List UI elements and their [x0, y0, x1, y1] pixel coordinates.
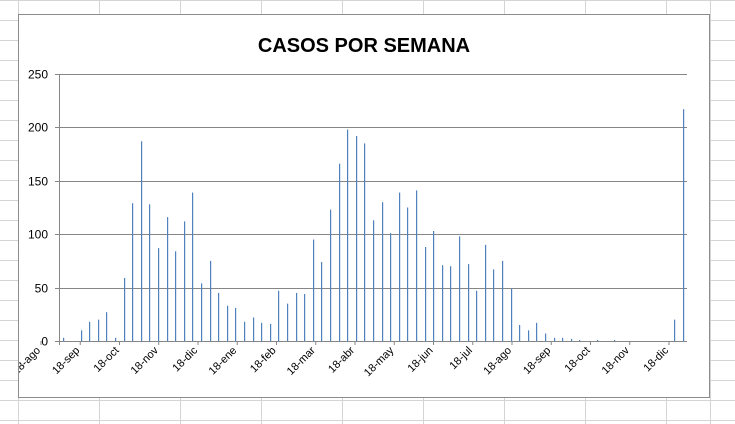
y-tick-label: 100 [28, 228, 48, 242]
bar [192, 192, 194, 341]
bar-series [63, 109, 685, 341]
bar [304, 294, 306, 341]
y-tick-label: 150 [28, 175, 48, 189]
bar [502, 260, 504, 341]
bar [313, 239, 315, 341]
bar [364, 143, 366, 341]
bar [227, 305, 229, 341]
bar [528, 330, 530, 341]
chart-area[interactable]: CASOS POR SEMANA 0 50 100 150 200 250 18-ago 1… [18, 14, 710, 398]
bar [141, 141, 143, 341]
y-tick-label: 50 [35, 282, 49, 296]
bar [407, 207, 409, 341]
y-axis-tick-labels: 0 50 100 150 200 250 [28, 68, 48, 349]
bar [373, 220, 375, 341]
bar [554, 337, 556, 341]
bar [330, 209, 332, 341]
bar [536, 322, 538, 341]
x-tick-label: 18-abr [326, 344, 357, 375]
y-tick-label: 0 [41, 335, 48, 349]
x-tick-label: 18-ago [481, 345, 514, 378]
bar [287, 303, 289, 341]
bar [597, 339, 599, 341]
x-tick-label: 18-sep [50, 345, 82, 377]
bar [399, 192, 401, 341]
bar [321, 261, 323, 341]
bar [63, 337, 65, 341]
y-tick-label: 200 [28, 121, 48, 135]
x-tick-label: 18-jun [406, 345, 436, 375]
bar [442, 265, 444, 341]
bar [382, 202, 384, 341]
x-tick-label: 18-feb [248, 345, 279, 376]
bar [493, 269, 495, 341]
x-tick-label: 18-sep [521, 345, 553, 377]
bar [149, 204, 151, 341]
bar [201, 283, 203, 341]
bar [261, 322, 263, 341]
bar [433, 230, 435, 341]
bar [158, 248, 160, 341]
chart-title: CASOS POR SEMANA [258, 35, 470, 57]
bar [175, 251, 177, 341]
bar [511, 288, 513, 341]
x-tick-label: 18-oct [563, 345, 593, 375]
x-tick-label: 18-mar [285, 344, 318, 377]
bar [459, 236, 461, 341]
bar [244, 321, 246, 341]
bar [81, 330, 83, 341]
bar [683, 109, 685, 341]
bar [416, 190, 418, 341]
bar [253, 317, 255, 341]
bar [210, 260, 212, 341]
bar [425, 247, 427, 341]
bar [571, 338, 573, 341]
bar [98, 319, 100, 341]
bar [89, 321, 91, 341]
bar [674, 319, 676, 341]
bar [270, 323, 272, 341]
bar [356, 135, 358, 341]
x-axis-tick-labels: 18-ago 18-sep 18-oct 18-nov 18-dic 18-ene 18-f… [19, 341, 671, 379]
bar [106, 312, 108, 341]
bar [278, 290, 280, 341]
bar [519, 324, 521, 341]
bar [167, 217, 169, 341]
x-tick-label: 18-ene [207, 345, 240, 378]
x-tick-label: 18-dic [641, 344, 671, 374]
x-tick-label: 18-dic [170, 344, 200, 374]
bar [218, 292, 220, 341]
x-tick-label: 18-nov [129, 344, 162, 377]
bar [476, 290, 478, 341]
bar [124, 277, 126, 341]
bar [579, 339, 581, 341]
bar [614, 339, 616, 341]
bar [115, 337, 117, 341]
y-tick-label: 250 [28, 68, 48, 82]
bar [296, 292, 298, 341]
x-tick-label: 18-nov [600, 344, 633, 377]
x-tick-label: 18-may [362, 344, 397, 379]
bar [485, 244, 487, 341]
bar [390, 233, 392, 341]
bar [339, 163, 341, 341]
bar [235, 307, 237, 341]
bar [450, 266, 452, 341]
x-tick-label: 18-jul [447, 345, 475, 373]
bar [347, 129, 349, 341]
bar [562, 337, 564, 341]
bar [545, 333, 547, 341]
bar [132, 203, 134, 341]
bar [468, 264, 470, 341]
x-tick-label: 18-oct [92, 345, 122, 375]
axes [59, 74, 687, 345]
x-tick-label: 18-ago [19, 345, 43, 378]
bar [184, 221, 186, 341]
